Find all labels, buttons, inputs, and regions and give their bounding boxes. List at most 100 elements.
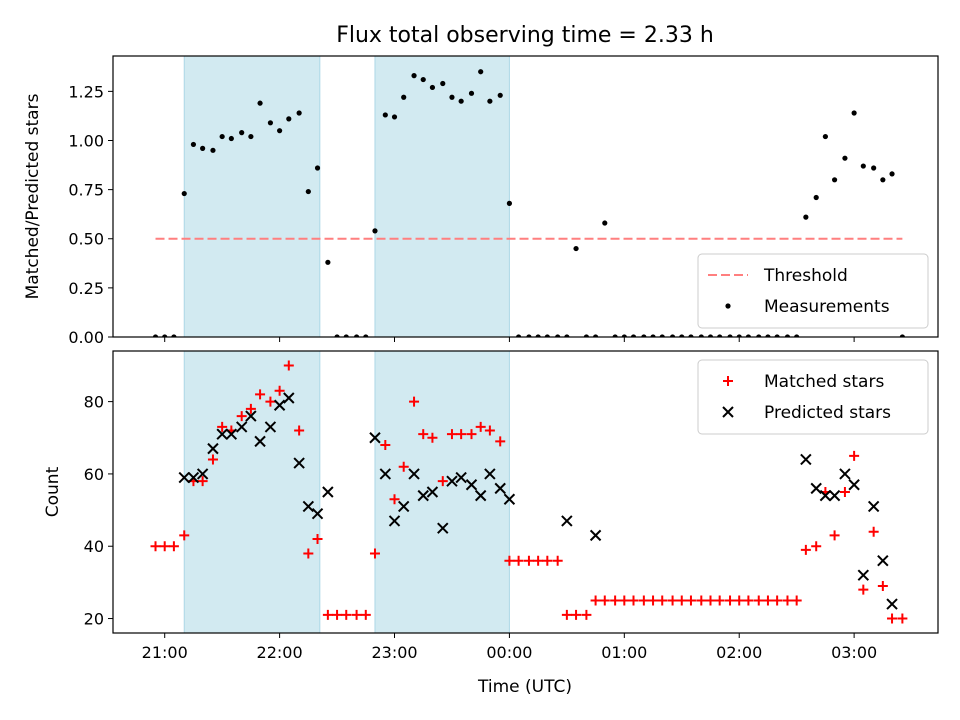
data-point (353, 334, 360, 337)
data-point (475, 421, 486, 432)
data-point (487, 98, 493, 104)
data-point (628, 595, 639, 606)
data-point (657, 595, 668, 606)
data-point (589, 529, 602, 542)
data-point (705, 595, 716, 606)
data-point (314, 165, 321, 171)
data-point (440, 80, 446, 87)
data-point (228, 135, 234, 142)
data-point (363, 334, 369, 337)
data-point (248, 133, 254, 140)
data-point (688, 334, 694, 337)
data-point (274, 385, 285, 396)
data-point (714, 595, 725, 606)
data-point (197, 476, 208, 487)
data-point (868, 526, 879, 537)
data-point (707, 334, 714, 337)
data-point (867, 500, 880, 513)
data-point (745, 334, 752, 337)
data-point (897, 613, 908, 624)
data-point (277, 128, 283, 134)
data-point (819, 489, 832, 502)
data-point (727, 334, 733, 337)
data-point (717, 334, 723, 337)
data-point (332, 609, 343, 620)
data-point (610, 595, 621, 606)
data-point (162, 334, 168, 337)
data-point (696, 595, 707, 606)
data-point (877, 581, 888, 591)
data-point (762, 595, 773, 606)
data-point (283, 360, 294, 371)
data-point (784, 334, 791, 337)
legend-swatch (725, 303, 731, 309)
data-point (648, 595, 659, 606)
data-point (880, 177, 886, 183)
data-point (800, 453, 812, 466)
plot-area (150, 351, 908, 633)
data-point (638, 595, 649, 606)
data-point (474, 489, 487, 502)
y-tick-label: 20 (84, 610, 104, 629)
data-point (446, 475, 458, 487)
data-point (484, 468, 496, 480)
data-point (200, 145, 206, 151)
data-point (659, 334, 665, 337)
data-point (831, 177, 838, 183)
data-point (264, 421, 277, 433)
data-point (187, 471, 200, 484)
y-tick-label: 0.75 (68, 181, 104, 200)
data-point (756, 334, 762, 337)
data-point (571, 609, 582, 620)
data-point (466, 429, 477, 440)
data-point (858, 584, 869, 595)
data-point (743, 595, 754, 606)
data-point (446, 429, 457, 440)
ratio-panel: 0.00 0.25 0.50 0.75 1.00 1.25 Matched/Predicte… (23, 55, 939, 347)
legend-label: Matched stars (764, 372, 884, 392)
data-point (669, 334, 676, 337)
data-point (168, 541, 179, 552)
data-point (813, 194, 819, 201)
data-point (265, 396, 276, 407)
data-point (178, 471, 190, 484)
data-point (311, 507, 324, 520)
data-point (465, 479, 478, 491)
data-point (239, 130, 245, 136)
data-point (484, 425, 495, 436)
legend-label: Measurements (764, 297, 890, 317)
data-point (312, 534, 323, 544)
observing-window-2 (374, 56, 510, 337)
data-point (296, 110, 302, 116)
data-point (526, 334, 532, 337)
data-point (152, 334, 159, 337)
data-point (325, 259, 331, 265)
data-point (411, 73, 417, 79)
data-point (217, 421, 228, 432)
data-point (800, 544, 811, 555)
data-point (523, 555, 534, 566)
x-tick-label: 22:00 (257, 643, 303, 662)
data-point (542, 555, 553, 566)
data-point (196, 468, 209, 480)
x-tick-label: 01:00 (601, 643, 647, 662)
data-point (685, 595, 696, 606)
data-point (426, 486, 439, 498)
data-point (159, 541, 170, 552)
data-point (552, 555, 563, 566)
data-point (503, 493, 516, 505)
data-point (561, 609, 572, 620)
observing-window-1 (183, 351, 321, 633)
data-point (427, 432, 438, 443)
data-point (181, 190, 187, 197)
data-point (849, 450, 860, 461)
data-point (283, 392, 295, 404)
y-tick-label: 60 (84, 465, 104, 484)
data-point (590, 595, 601, 606)
data-point (456, 429, 467, 440)
data-point (871, 165, 877, 171)
data-point (630, 334, 637, 337)
data-point (504, 555, 515, 566)
chart-title: Flux total observing time = 2.33 h (336, 23, 714, 48)
